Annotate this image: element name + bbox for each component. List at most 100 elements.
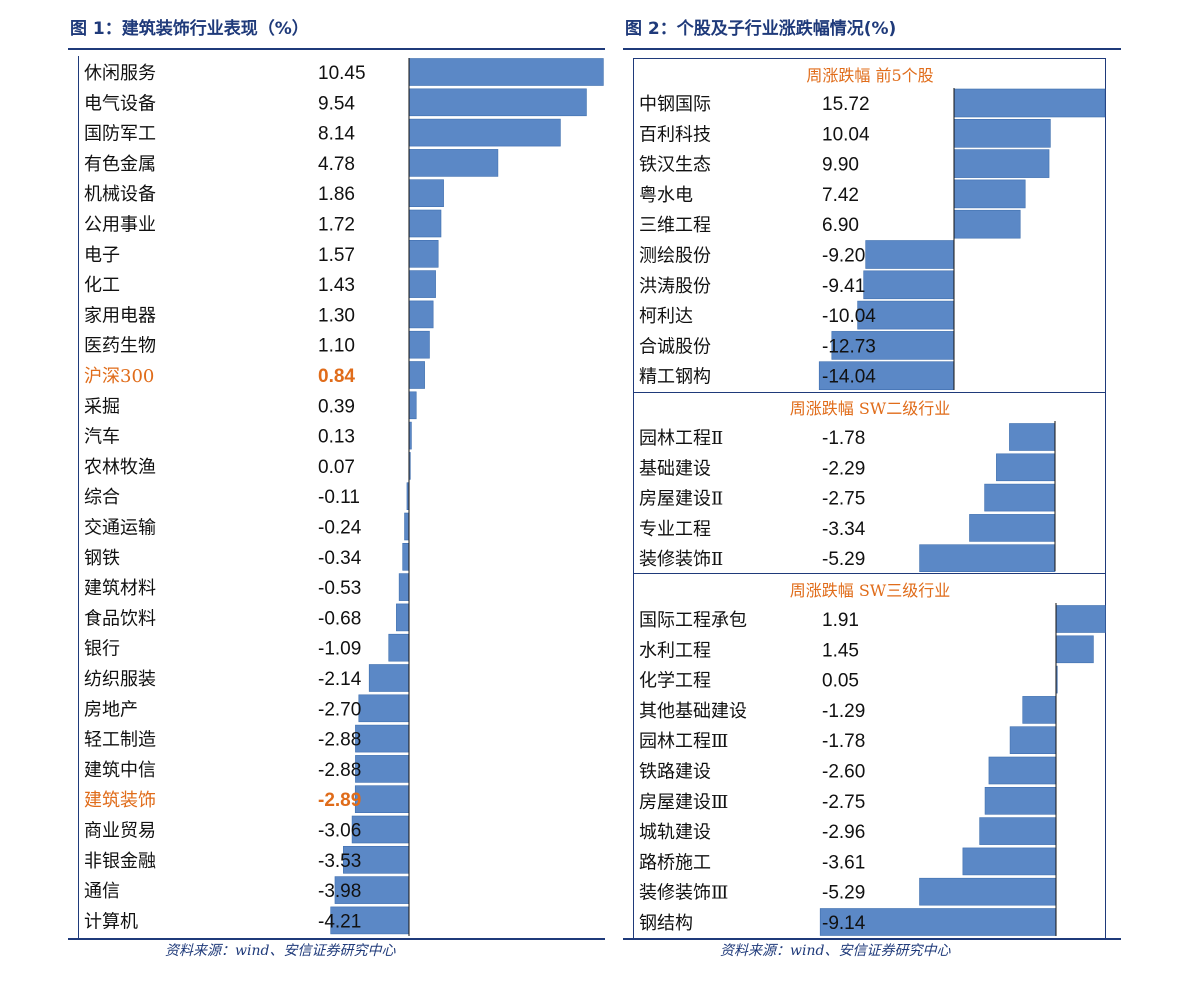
- industry-category-label-27: 通信: [84, 881, 120, 902]
- industry-bar-18: [396, 603, 410, 632]
- industry-value-label-13: 0.07: [318, 457, 355, 478]
- industry-bar-25: [351, 815, 410, 844]
- industry-value-label-8: 1.30: [318, 305, 355, 326]
- left-chart-title: 图 1：建筑装饰行业表现（%）: [70, 19, 309, 39]
- sw2-value-label-1: -2.29: [822, 458, 865, 479]
- industry-bar-19: [388, 633, 410, 662]
- industry-bar-21: [358, 694, 410, 723]
- sw3-category-label-8: 路桥施工: [639, 852, 711, 873]
- stocks-value-label-6: -9.41: [822, 276, 865, 297]
- stocks-value-label-3: 7.42: [822, 185, 859, 206]
- industry-bar-7: [408, 270, 436, 298]
- stocks-category-label-4: 三维工程: [639, 215, 711, 236]
- stocks-value-label-0: 15.72: [822, 94, 870, 115]
- industry-bar-20: [368, 664, 410, 692]
- sw3-bar-1: [1055, 635, 1094, 664]
- industry-bar-9: [408, 330, 430, 359]
- sw3-bar-5: [988, 756, 1057, 785]
- stocks-category-label-2: 铁汉生态: [639, 155, 711, 176]
- industry-category-label-1: 电气设备: [84, 93, 156, 114]
- right-chart-title: 图 2：个股及子行业涨跌幅情况(%): [625, 19, 897, 39]
- industry-bar-23: [355, 755, 410, 783]
- sw2-category-label-3: 专业工程: [639, 519, 711, 540]
- stocks-category-label-6: 洪涛股份: [639, 276, 711, 297]
- industry-category-label-2: 国防军工: [84, 124, 156, 145]
- industry-category-label-0: 休闲服务: [84, 63, 156, 84]
- industry-category-label-19: 银行: [84, 639, 120, 660]
- sw3-value-label-0: 1.91: [822, 610, 859, 631]
- stocks-bar-9: [818, 361, 955, 391]
- stocks-category-label-3: 粤水电: [639, 185, 693, 206]
- industry-bar-1: [408, 88, 587, 117]
- stocks-value-label-9: -14.04: [822, 367, 876, 388]
- stocks-value-label-1: 10.04: [822, 124, 870, 145]
- right-frame-top: [633, 58, 1106, 59]
- industry-category-label-16: 钢铁: [84, 548, 120, 569]
- sw2-category-label-1: 基础建设: [639, 458, 711, 479]
- industry-value-label-25: -3.06: [318, 821, 361, 842]
- sw2-value-label-2: -2.75: [822, 489, 865, 510]
- sw2-bar-1: [996, 453, 1056, 482]
- industry-value-label-27: -3.98: [318, 881, 361, 902]
- sw3-category-label-5: 铁路建设: [639, 762, 711, 783]
- industry-category-label-5: 公用事业: [84, 215, 156, 236]
- industry-bar-5: [408, 209, 442, 238]
- industry-value-label-28: -4.21: [318, 911, 361, 932]
- industry-category-label-13: 农林牧渔: [84, 457, 156, 478]
- sw3-category-label-1: 水利工程: [639, 640, 711, 661]
- sw3-value-label-3: -1.29: [822, 701, 865, 722]
- stocks-category-label-8: 合诚股份: [639, 336, 711, 357]
- sw3-category-label-0: 国际工程承包: [639, 610, 747, 631]
- sw2-bar-4: [919, 544, 1056, 573]
- industry-value-label-3: 4.78: [318, 154, 355, 175]
- sw3-bar-4: [1009, 726, 1057, 755]
- sw3-value-label-5: -2.60: [822, 762, 865, 783]
- sw3-section-title: 周涨跌幅 SW三级行业: [790, 581, 951, 600]
- industry-value-label-26: -3.53: [318, 851, 361, 872]
- industry-bar-0: [408, 58, 604, 86]
- industry-bar-15: [404, 512, 410, 541]
- industry-value-label-1: 9.54: [318, 93, 355, 114]
- sw2-bar-3: [969, 514, 1056, 542]
- right-frame-right: [1105, 58, 1106, 938]
- sw2-value-label-4: -5.29: [822, 549, 865, 570]
- industry-bar-2: [408, 118, 561, 147]
- sw3-value-label-8: -3.61: [822, 852, 865, 873]
- right-title-rule: [623, 48, 1121, 50]
- left-source-note: 资料来源：wind、安信证券研究中心: [165, 943, 396, 959]
- sw2-category-label-2: 房屋建设Ⅱ: [639, 489, 723, 510]
- sw3-value-label-7: -2.96: [822, 822, 865, 843]
- stocks-bar-6: [863, 270, 955, 300]
- left-title-rule: [68, 48, 605, 50]
- sw3-value-label-2: 0.05: [822, 671, 859, 692]
- industry-category-label-26: 非银金融: [84, 851, 156, 872]
- sw3-bar-0: [1055, 605, 1106, 633]
- stocks-bar-5: [865, 240, 955, 269]
- industry-category-label-12: 汽车: [84, 427, 120, 448]
- industry-category-label-7: 化工: [84, 275, 120, 296]
- sw2-section-title: 周涨跌幅 SW二级行业: [790, 399, 951, 418]
- industry-value-label-5: 1.72: [318, 215, 355, 236]
- stocks-value-label-4: 6.90: [822, 215, 859, 236]
- sw3-bar-8: [962, 847, 1057, 876]
- sw3-value-label-1: 1.45: [822, 640, 859, 661]
- stocks-bar-3: [953, 179, 1026, 209]
- sw2-bar-0: [1009, 423, 1056, 451]
- sw2-category-label-0: 园林工程Ⅱ: [639, 428, 723, 449]
- industry-category-label-6: 电子: [84, 245, 120, 266]
- stocks-category-label-9: 精工钢构: [639, 367, 711, 388]
- sw3-category-label-9: 装修装饰Ⅲ: [639, 883, 728, 904]
- industry-value-label-2: 8.14: [318, 124, 355, 145]
- industry-category-label-22: 轻工制造: [84, 730, 156, 751]
- right-bottom-rule: [623, 938, 1121, 940]
- stocks-bar-0: [953, 88, 1106, 118]
- sw3-bar-10: [819, 908, 1057, 936]
- industry-category-label-10: 沪深300: [84, 366, 154, 387]
- industry-bar-11: [408, 391, 417, 420]
- industry-value-label-22: -2.88: [318, 730, 361, 751]
- industry-value-label-17: -0.53: [318, 578, 361, 599]
- industry-value-label-16: -0.34: [318, 548, 362, 569]
- industry-category-label-18: 食品饮料: [84, 608, 156, 629]
- industry-category-label-25: 商业贸易: [84, 821, 156, 842]
